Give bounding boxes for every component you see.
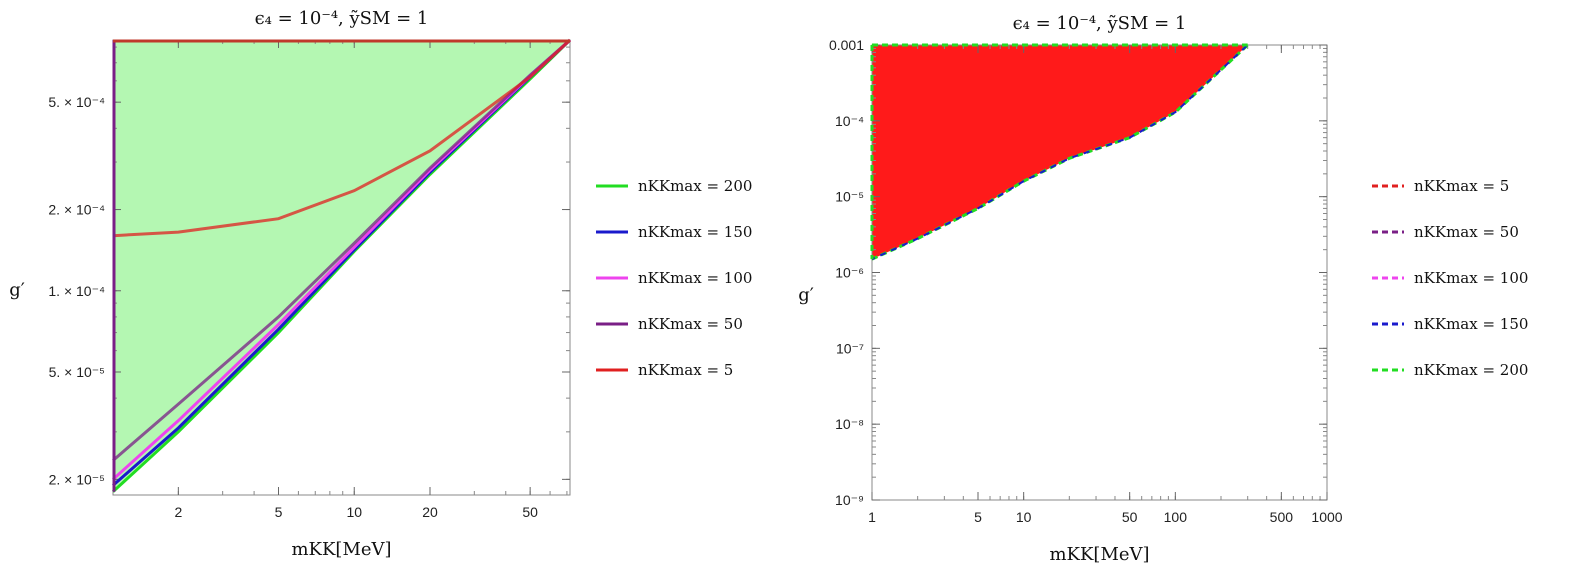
y-tick-label: 2. × 10⁻⁴: [48, 202, 105, 218]
x-tick-label: 10: [1016, 509, 1032, 525]
series-line: [112, 38, 572, 238]
y-tick-label: 0.001: [829, 37, 864, 53]
legend-label: nKKmax = 150: [1414, 315, 1528, 333]
legend-label: nKKmax = 5: [638, 361, 733, 379]
legend-label: nKKmax = 100: [1414, 269, 1528, 287]
y-tick-label: 2. × 10⁻⁵: [49, 471, 105, 487]
x-tick-label: 100: [1164, 509, 1188, 525]
x-axis-label: mKK[MeV]: [1049, 544, 1149, 565]
x-tick-label: 5: [275, 504, 283, 520]
legend-label: nKKmax = 150: [638, 223, 752, 241]
x-tick-label: 5: [974, 509, 982, 525]
chart-title: ϵ₄ = 10⁻⁴, ỹSM = 1: [255, 8, 429, 29]
x-tick-label: 10: [346, 504, 362, 520]
legend-label: nKKmax = 200: [1414, 361, 1528, 379]
legend-label: nKKmax = 200: [638, 177, 752, 195]
x-axis-label: mKK[MeV]: [291, 539, 391, 560]
legend-label: nKKmax = 50: [638, 315, 743, 333]
legend-label: nKKmax = 100: [638, 269, 752, 287]
y-tick-label: 10⁻⁷: [836, 340, 864, 356]
y-tick-label: 10⁻⁴: [835, 113, 864, 129]
y-axis-label: g′: [9, 280, 25, 301]
x-tick-label: 2: [174, 504, 182, 520]
y-tick-label: 5. × 10⁻⁵: [49, 364, 105, 380]
y-tick-label: 10⁻⁸: [835, 416, 864, 432]
excluded-region-fill: [872, 45, 1248, 260]
y-tick-label: 10⁻⁶: [835, 265, 864, 281]
y-axis-label: g′: [798, 285, 814, 306]
x-tick-label: 1000: [1311, 509, 1342, 525]
x-tick-label: 1: [868, 509, 876, 525]
x-tick-label: 50: [1122, 509, 1138, 525]
series-line: [871, 44, 1249, 261]
chart-title: ϵ₄ = 10⁻⁴, ỹSM = 1: [1013, 13, 1187, 34]
y-tick-label: 10⁻⁵: [835, 189, 864, 205]
y-tick-label: 5. × 10⁻⁴: [48, 94, 105, 110]
chart-1: 2 5 10 20 50 5. × 10⁻⁴ 2. × 10⁻⁴ 1. × 10⁻⁴ 5. × …: [9, 8, 752, 560]
x-tick-label: 500: [1270, 509, 1294, 525]
chart-2: 1 5 10 50 100 500 1000 0.001 10⁻⁴ 10⁻⁵ 10⁻⁶ 10⁻⁷ 10⁻…: [798, 13, 1528, 565]
legend-label: nKKmax = 5: [1414, 177, 1509, 195]
y-tick-label: 1. × 10⁻⁴: [48, 283, 105, 299]
y-tick-label: 10⁻⁹: [835, 492, 864, 508]
x-tick-label: 50: [522, 504, 538, 520]
legend-label: nKKmax = 50: [1414, 223, 1519, 241]
x-tick-label: 20: [422, 504, 438, 520]
